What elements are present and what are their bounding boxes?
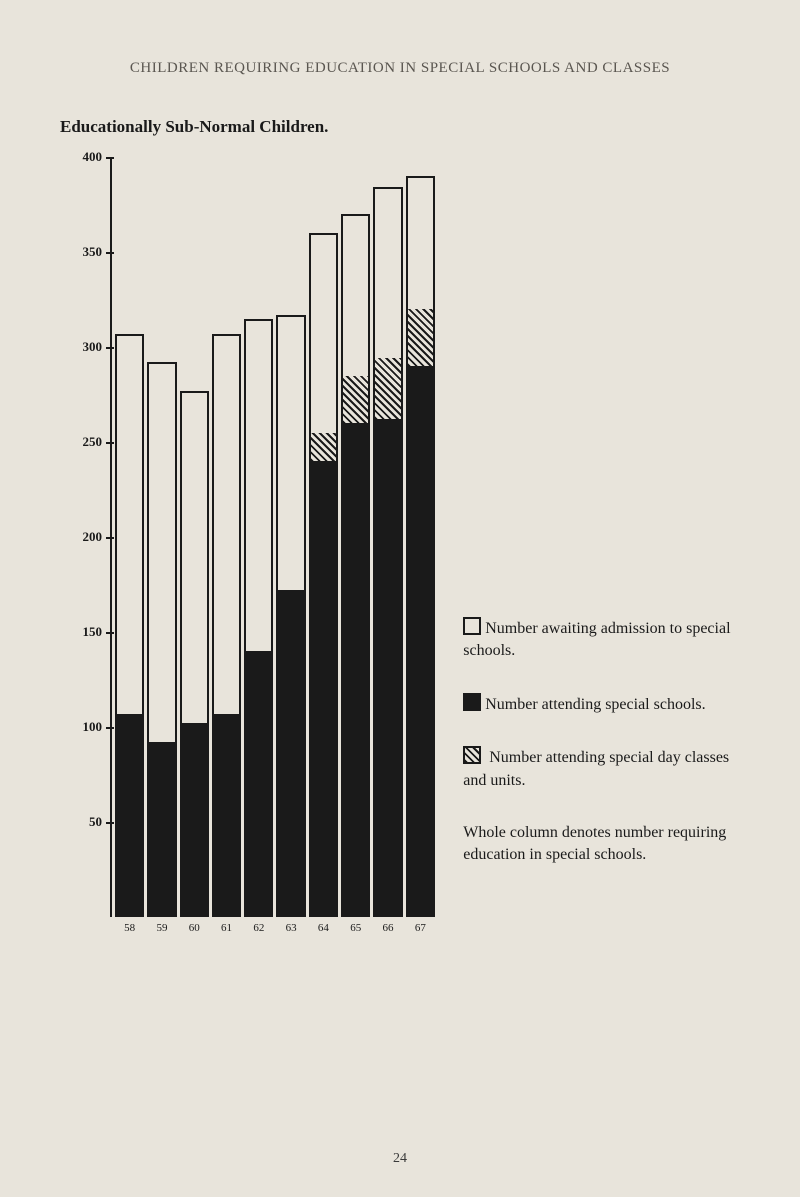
y-tick: 150 bbox=[83, 624, 103, 640]
bar-segment-attending bbox=[115, 714, 144, 917]
bar-segment-awaiting bbox=[276, 315, 305, 591]
bar-segment-awaiting bbox=[309, 233, 338, 433]
y-tick: 100 bbox=[83, 719, 103, 735]
bar-segment-attending bbox=[406, 366, 435, 917]
bar bbox=[276, 315, 305, 917]
x-label: 59 bbox=[147, 922, 176, 934]
bar bbox=[244, 319, 273, 918]
bar-segment-day bbox=[406, 309, 435, 366]
bar-segment-awaiting bbox=[373, 187, 402, 358]
bar-segment-awaiting bbox=[212, 334, 241, 714]
bar-segment-attending bbox=[147, 742, 176, 917]
bars-area bbox=[112, 157, 435, 917]
x-label: 58 bbox=[115, 922, 144, 934]
legend-swatch-attending-icon bbox=[463, 693, 481, 711]
x-label: 64 bbox=[309, 922, 338, 934]
bar bbox=[341, 214, 370, 917]
y-tick: 400 bbox=[83, 149, 103, 165]
y-tick: 250 bbox=[83, 434, 103, 450]
bar bbox=[373, 187, 402, 917]
bar-segment-awaiting bbox=[244, 319, 273, 652]
bar-segment-attending bbox=[309, 461, 338, 917]
x-label: 63 bbox=[276, 922, 305, 934]
bar bbox=[309, 233, 338, 917]
bar-segment-awaiting bbox=[180, 391, 209, 724]
x-label: 61 bbox=[212, 922, 241, 934]
bar-segment-awaiting bbox=[341, 214, 370, 376]
bar-segment-day bbox=[373, 358, 402, 419]
bar bbox=[406, 176, 435, 917]
bar-segment-attending bbox=[276, 590, 305, 917]
page-number: 24 bbox=[0, 1151, 800, 1167]
legend-label-awaiting: Number awaiting admission to special sch… bbox=[463, 620, 730, 659]
legend-item-awaiting: Number awaiting admission to special sch… bbox=[463, 617, 750, 663]
bar-chart: 40035030025020015010050 5859606162636465… bbox=[60, 157, 423, 957]
legend: Number awaiting admission to special sch… bbox=[463, 617, 750, 867]
legend-swatch-awaiting-icon bbox=[463, 617, 481, 635]
bar-segment-attending bbox=[341, 423, 370, 917]
legend-item-day: Number attending special day classes and… bbox=[463, 746, 750, 792]
y-tick: 300 bbox=[83, 339, 103, 355]
chart-subtitle: Educationally Sub-Normal Children. bbox=[60, 117, 750, 137]
legend-item-attending: Number attending special schools. bbox=[463, 693, 750, 716]
bar bbox=[212, 334, 241, 917]
x-label: 62 bbox=[244, 922, 273, 934]
bar-segment-day bbox=[309, 433, 338, 462]
bar-segment-attending bbox=[180, 723, 209, 917]
y-tick: 350 bbox=[83, 244, 103, 260]
bar bbox=[147, 362, 176, 917]
x-axis-labels: 5859 60616263 646566 67 bbox=[112, 922, 435, 934]
bar-segment-day bbox=[341, 376, 370, 424]
page-header: CHILDREN REQUIRING EDUCATION IN SPECIAL … bbox=[50, 60, 750, 77]
legend-label-day: Number attending special day classes and… bbox=[463, 749, 729, 788]
x-label: 67 bbox=[406, 922, 435, 934]
y-tick: 50 bbox=[89, 814, 102, 830]
bar-segment-attending bbox=[244, 651, 273, 917]
legend-label-attending: Number attending special schools. bbox=[485, 696, 705, 713]
bar bbox=[115, 334, 144, 917]
x-label: 60 bbox=[180, 922, 209, 934]
bar-segment-awaiting bbox=[406, 176, 435, 309]
legend-swatch-day-icon bbox=[463, 746, 481, 764]
x-label: 65 bbox=[341, 922, 370, 934]
bar-segment-awaiting bbox=[115, 334, 144, 714]
bar-segment-attending bbox=[373, 419, 402, 917]
x-label: 66 bbox=[373, 922, 402, 934]
bar bbox=[180, 391, 209, 917]
y-axis: 40035030025020015010050 bbox=[60, 157, 110, 917]
bar-segment-awaiting bbox=[147, 362, 176, 742]
bar-segment-attending bbox=[212, 714, 241, 917]
legend-note: Whole column denotes number requiring ed… bbox=[463, 822, 750, 867]
y-tick: 200 bbox=[83, 529, 103, 545]
